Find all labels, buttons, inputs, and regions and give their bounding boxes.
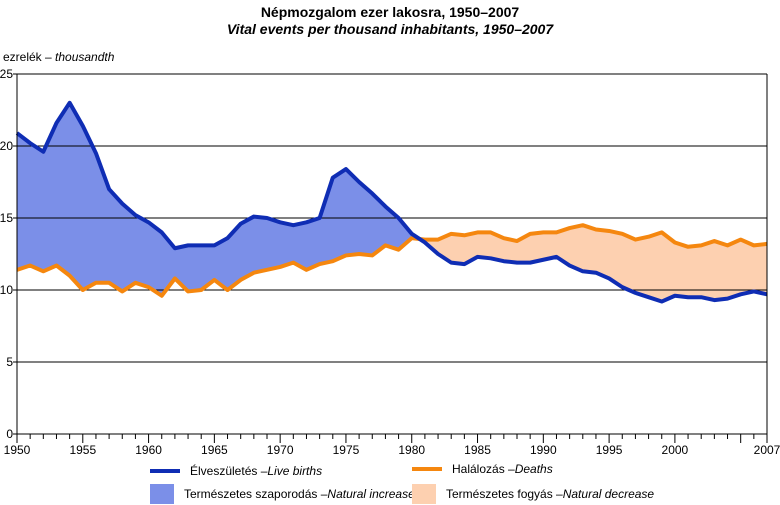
deaths-line [16,223,768,298]
legend-deaths: Halálozás – Deaths [412,462,553,476]
line-layer [15,100,768,304]
y-tick-label-25: 25 [0,67,13,81]
x-tick-label-1990: 1990 [530,443,557,457]
x-tick-label-1950: 1950 [4,443,31,457]
legend-decrease-hu: Természetes fogyás – [446,487,563,501]
x-tick-label-1975: 1975 [333,443,360,457]
x-tick-label-1985: 1985 [464,443,491,457]
x-tick-label-2000: 2000 [662,443,689,457]
legend-decrease-swatch [412,484,436,504]
legend-decrease-en: Natural decrease [562,487,655,501]
y-tick-label-20: 20 [0,139,13,153]
legend-deaths-hu: Halálozás – [452,462,515,476]
y-axis-unit-label: ezrelék – thousandth [3,50,114,64]
legend-births: Élveszületés – Live births [150,464,322,478]
x-tick-label-1980: 1980 [398,443,425,457]
legend-births-swatch [150,469,180,473]
y-tick-label-10: 10 [0,283,13,297]
y-axis-unit-en: thousandth [55,50,115,64]
x-tick-label-1970: 1970 [267,443,294,457]
y-tick-label-0: 0 [6,427,13,441]
y-axis-unit-hu: ezrelék – [3,50,56,64]
legend-increase-hu: Természetes szaporodás – [184,487,328,501]
natural-increase-area [17,102,420,296]
legend-births-hu: Élveszületés – [190,464,268,478]
x-tick-label-1955: 1955 [69,443,96,457]
x-tick-label-2007: 2007 [754,443,780,457]
x-tick-label-1965: 1965 [201,443,228,457]
legend-births-en: Live births [267,464,323,478]
x-tick-label-1995: 1995 [596,443,623,457]
area-layer [17,102,767,302]
legend-increase-swatch [150,484,174,504]
legend-increase: Természetes szaporodás – Natural increas… [150,484,415,504]
live-births-line [15,100,768,304]
x-tick-label-1960: 1960 [135,443,162,457]
legend-increase-en: Natural increase [327,487,415,501]
y-tick-label-15: 15 [0,211,13,225]
axes-layer: 1950 1955 1960 1965 1970 1975 1980 1985 1990 1995… [0,67,780,457]
chart-subtitle: Vital events per thousand inhabitants, 1… [226,21,554,37]
chart-title: Népmozgalom ezer lakosra, 1950–2007 [260,4,520,20]
legend-deaths-swatch [412,467,442,471]
y-tick-label-5: 5 [6,355,13,369]
legend-decrease: Természetes fogyás – Natural decrease [412,484,654,504]
legend-deaths-en: Deaths [514,462,553,476]
